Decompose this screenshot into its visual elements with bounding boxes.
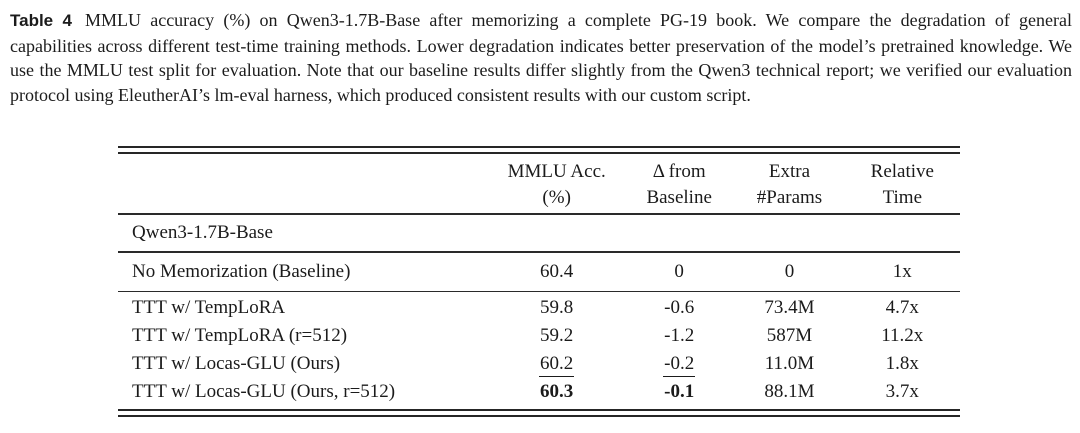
- header-extra-params-line2: #Params: [756, 187, 823, 208]
- header-delta-line2: Baseline: [646, 187, 712, 208]
- results-table: MMLU Acc. (%) Δ from Baseline Extra #Par…: [118, 146, 960, 417]
- mmlu-acc-cell: 59.8: [540, 297, 574, 318]
- table-header-row: MMLU Acc. (%) Δ from Baseline Extra #Par…: [118, 154, 960, 213]
- section-bottom-rule: [118, 251, 960, 253]
- header-method-cell: [118, 159, 489, 211]
- mmlu-acc-cell: 60.4: [540, 260, 574, 282]
- header-bottom-rule: [118, 213, 960, 215]
- method-cell: TTT w/ TempLoRA: [132, 297, 286, 318]
- method-cell: TTT w/ TempLoRA (r=512): [132, 325, 348, 346]
- table-bottom-rule: [118, 409, 960, 417]
- header-delta-from-baseline: Δ from Baseline: [624, 159, 734, 211]
- relative-time-cell: 1.8x: [885, 353, 919, 374]
- method-cell: TTT w/ Locas-GLU (Ours): [132, 353, 341, 374]
- table-row-locas-glu-r512: TTT w/ Locas-GLU (Ours, r=512) 60.3 -0.1…: [118, 378, 960, 406]
- header-delta-line1: Δ from: [652, 161, 706, 182]
- relative-time-cell: 4.7x: [885, 297, 919, 318]
- header-mmlu-acc-line1: MMLU Acc.: [507, 161, 606, 182]
- relative-time-cell: 3.7x: [885, 381, 919, 402]
- extra-params-cell: 11.0M: [764, 353, 815, 374]
- method-cell: TTT w/ Locas-GLU (Ours, r=512): [132, 381, 396, 402]
- relative-time-cell: 11.2x: [881, 325, 924, 346]
- table-row-templora-r512: TTT w/ TempLoRA (r=512) 59.2 -1.2 587M 1…: [118, 322, 960, 350]
- underlined-value: 60.2: [539, 353, 575, 377]
- header-relative-time-line1: Relative: [870, 161, 934, 182]
- header-extra-params: Extra #Params: [734, 159, 844, 211]
- mmlu-acc-cell: 60.2: [489, 350, 624, 378]
- section-header-label: Qwen3-1.7B-Base: [132, 221, 273, 243]
- underlined-value: -0.2: [663, 353, 696, 377]
- table-top-rule: [118, 146, 960, 154]
- table-caption-label: Table 4: [10, 11, 73, 30]
- relative-time-cell: 1x: [892, 260, 912, 282]
- header-relative-time: Relative Time: [845, 159, 960, 211]
- delta-cell: -1.2: [664, 325, 695, 346]
- extra-params-cell: 88.1M: [764, 381, 815, 402]
- extra-params-cell: 0: [784, 260, 795, 282]
- delta-cell: -0.1: [664, 381, 695, 402]
- table-row-templora: TTT w/ TempLoRA 59.8 -0.6 73.4M 4.7x: [118, 294, 960, 322]
- table-caption: Table 4 MMLU accuracy (%) on Qwen3-1.7B-B…: [10, 8, 1072, 107]
- delta-cell: -0.2: [624, 350, 734, 378]
- delta-cell: -0.6: [664, 297, 695, 318]
- table-caption-text: MMLU accuracy (%) on Qwen3-1.7B-Base aft…: [10, 10, 1072, 105]
- extra-params-cell: 587M: [766, 325, 813, 346]
- mmlu-acc-cell: 59.2: [540, 325, 574, 346]
- header-relative-time-line2: Time: [882, 187, 923, 208]
- table-body: TTT w/ TempLoRA 59.8 -0.6 73.4M 4.7x TTT…: [118, 292, 960, 409]
- mmlu-acc-cell: 60.3: [540, 381, 574, 402]
- header-mmlu-acc-line2: (%): [542, 187, 571, 208]
- baseline-bottom-rule: [118, 290, 960, 292]
- delta-cell: 0: [674, 260, 684, 282]
- header-mmlu-acc: MMLU Acc. (%): [489, 159, 624, 211]
- table-row-baseline: No Memorization (Baseline) 60.4 0 0 1x: [118, 253, 960, 291]
- table-section-row: Qwen3-1.7B-Base: [118, 215, 960, 252]
- method-cell: No Memorization (Baseline): [132, 260, 351, 282]
- table-row-locas-glu: TTT w/ Locas-GLU (Ours) 60.2 -0.2 11.0M …: [118, 350, 960, 378]
- extra-params-cell: 73.4M: [764, 297, 815, 318]
- header-extra-params-line1: Extra: [768, 161, 811, 182]
